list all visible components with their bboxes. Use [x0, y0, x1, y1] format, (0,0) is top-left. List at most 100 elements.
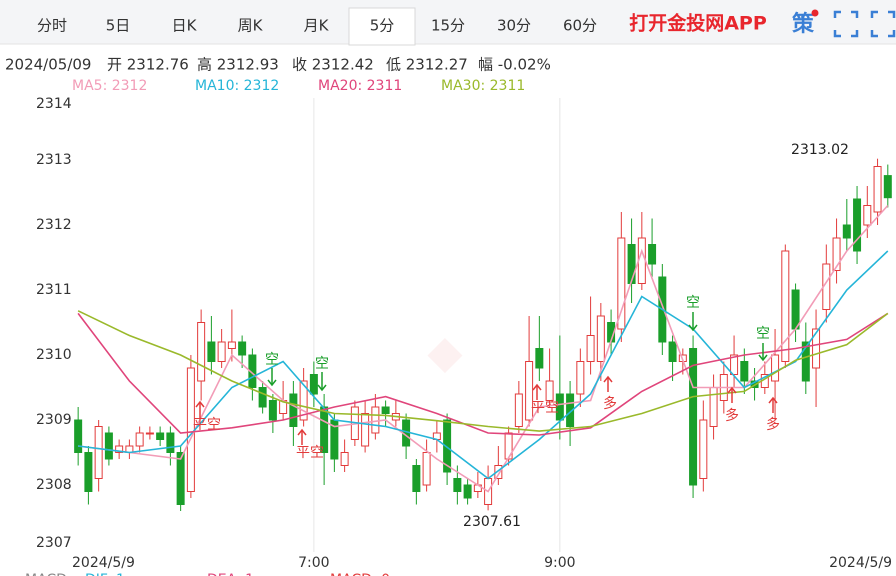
- candle-body: [576, 361, 585, 395]
- candle-body: [689, 348, 698, 486]
- candle-body: [268, 400, 277, 421]
- candle-body: [617, 237, 626, 330]
- watermark: ◆: [427, 325, 463, 379]
- tab[interactable]: 5分: [370, 17, 395, 35]
- tab-bar: [0, 0, 896, 44]
- y-tick-label: 2308: [36, 477, 72, 493]
- candle-body: [156, 432, 165, 440]
- signal-label: 空: [265, 352, 279, 368]
- signal-label: 空: [756, 326, 770, 342]
- quote-item: 收 2312.42: [292, 56, 374, 74]
- candle-body: [115, 445, 124, 453]
- ma-line: [77, 310, 889, 432]
- max-label: 2313.02: [791, 142, 849, 158]
- y-tick-label: 2311: [36, 282, 72, 298]
- signal-label: 空: [686, 295, 700, 311]
- candle-body: [781, 250, 790, 362]
- candle-body: [258, 387, 267, 408]
- quote-item: 低 2312.27: [386, 56, 468, 74]
- candle-body: [730, 354, 739, 375]
- ma-line: [77, 312, 889, 436]
- candle-body: [494, 465, 503, 479]
- candle-body: [637, 237, 646, 284]
- candle-body: [145, 432, 154, 435]
- active-tab: [348, 7, 416, 46]
- candle-body: [832, 237, 841, 271]
- fullscreen-icon[interactable]: [833, 10, 859, 38]
- candle-body: [863, 205, 872, 226]
- brand-link[interactable]: 打开金投网APP: [629, 12, 767, 35]
- candle-body: [873, 166, 882, 213]
- signal-arrow-head: [688, 324, 698, 332]
- y-tick-label: 2313: [36, 152, 72, 168]
- legend-entry: MA10: 2312: [195, 78, 279, 94]
- x-tick-label: 2024/5/9: [829, 555, 892, 571]
- candle-body: [740, 361, 749, 382]
- tab[interactable]: 日K: [172, 17, 198, 35]
- candle-body: [812, 328, 821, 369]
- footer-item: DIF: 1: [85, 572, 125, 576]
- candle-body: [771, 354, 780, 382]
- legend-entry: MA20: 2311: [318, 78, 402, 94]
- signal-arrow-head: [267, 379, 277, 387]
- signal-label: 多: [766, 416, 780, 433]
- tab[interactable]: 月K: [304, 17, 330, 35]
- candle-body: [166, 432, 175, 453]
- candle-body: [94, 426, 103, 479]
- signal-arrow-head: [532, 383, 542, 391]
- candle-body: [545, 380, 554, 401]
- candle-body: [371, 406, 380, 434]
- candle-body: [699, 419, 708, 479]
- legend-entry: MA5: 2312: [72, 78, 147, 94]
- candle-body: [412, 465, 421, 492]
- candle-body: [289, 393, 298, 427]
- candle-body: [648, 244, 657, 265]
- candle-body: [586, 335, 595, 362]
- tab[interactable]: 分时: [37, 17, 67, 35]
- expand-icon[interactable]: [870, 10, 896, 38]
- signal-label: 平空: [296, 445, 324, 461]
- signal-arrow-head: [195, 400, 205, 408]
- tab[interactable]: 15分: [431, 17, 465, 35]
- candle-body: [853, 198, 862, 252]
- footer-item: MACD: 0: [330, 572, 390, 576]
- quote-item: 高 2312.93: [197, 56, 279, 74]
- y-tick-label: 2310: [36, 347, 72, 363]
- candle-body: [248, 354, 257, 388]
- quote-item: 幅 -0.02%: [478, 56, 551, 74]
- y-tick-label: 2307: [36, 535, 72, 551]
- candle-body: [135, 432, 144, 447]
- candle-body: [555, 393, 564, 421]
- candle-body: [381, 406, 390, 414]
- candle-body: [176, 452, 185, 505]
- min-label: 2307.61: [463, 514, 521, 530]
- tab[interactable]: 60分: [563, 17, 597, 35]
- y-tick-label: 2312: [36, 217, 72, 233]
- signal-label: 平空: [193, 417, 221, 433]
- footer-item: MACD: [25, 572, 67, 576]
- tab[interactable]: 周K: [238, 17, 264, 35]
- tab[interactable]: 5日: [106, 17, 131, 35]
- candle-body: [566, 393, 575, 427]
- legend-entry: MA30: 2311: [441, 78, 525, 94]
- candle-body: [74, 419, 83, 453]
- y-tick-label: 2309: [36, 412, 72, 428]
- signal-label: 多: [603, 395, 617, 412]
- candle-body: [801, 341, 810, 382]
- candle-body: [238, 341, 247, 356]
- tab[interactable]: 30分: [497, 17, 531, 35]
- signal-label: 多: [725, 407, 739, 424]
- candle-body: [535, 348, 544, 369]
- candle-body: [320, 406, 329, 453]
- candle-body: [842, 224, 851, 239]
- strategy-icon[interactable]: 策: [792, 11, 815, 37]
- signal-label: 空: [315, 356, 329, 372]
- candle-body: [883, 175, 892, 199]
- x-tick-label: 7:00: [298, 555, 329, 571]
- candle-body: [104, 432, 113, 460]
- x-tick-label: 9:00: [544, 555, 575, 571]
- signal-arrow-head: [758, 354, 768, 362]
- quote-row: 2024/05/09 开 2312.76 高 2312.93 收 2312.42 低 2…: [5, 56, 551, 74]
- candle-body: [627, 244, 636, 284]
- quote-item: 开 2312.76: [107, 56, 189, 74]
